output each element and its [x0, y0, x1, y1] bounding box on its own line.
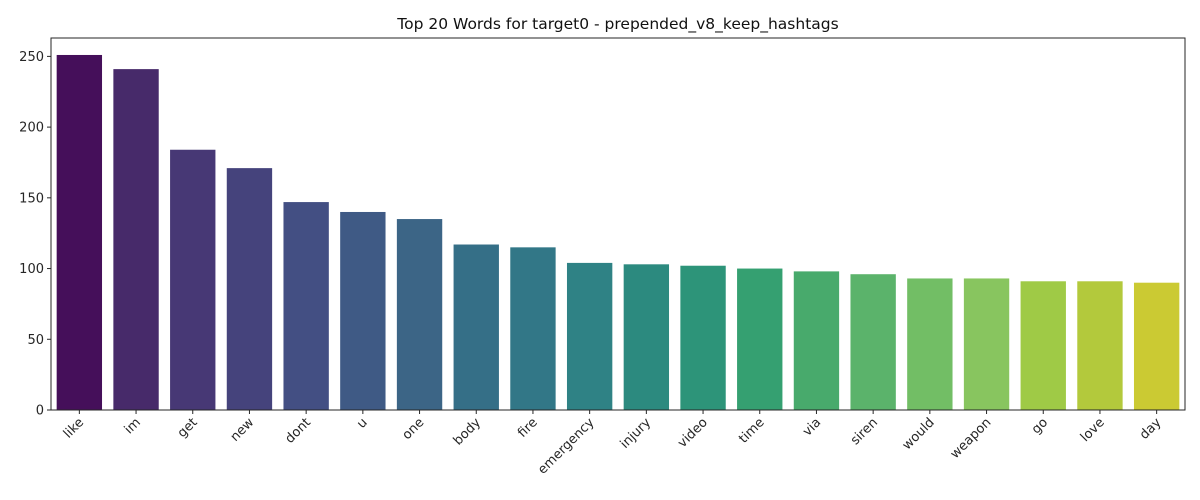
bar-one	[396, 219, 443, 410]
bar-like	[56, 54, 103, 410]
bar-injury	[623, 264, 670, 410]
bar-would	[907, 278, 953, 410]
bar-video	[680, 265, 726, 410]
plot-frame	[50, 37, 1186, 411]
y-tick-label: 50	[27, 333, 44, 348]
x-tick-label: weapon	[948, 415, 995, 462]
bar-u	[340, 211, 386, 410]
x-tick-label: video	[675, 415, 711, 451]
bar-body	[453, 244, 499, 410]
x-tick-label: one	[400, 415, 428, 443]
y-tick-label: 250	[19, 50, 44, 65]
bar-love	[1077, 281, 1123, 410]
x-tick-label: injury	[618, 415, 655, 452]
x-tick-label: emergency	[535, 415, 598, 478]
bars	[56, 54, 1180, 411]
bar-new	[226, 168, 273, 410]
chart-title: Top 20 Words for target0 - prepended_v8_…	[396, 15, 838, 34]
x-tick-label: via	[800, 415, 824, 439]
x-tick-label: love	[1078, 415, 1108, 445]
x-tick-label: fire	[515, 415, 541, 441]
bar-dont	[283, 202, 329, 410]
x-tick-label: day	[1137, 415, 1165, 443]
x-tick-label: dont	[282, 415, 313, 446]
bar-emergency	[566, 262, 613, 410]
x-tick-label: time	[736, 415, 767, 446]
bar-im	[113, 69, 159, 411]
x-tick-label: im	[122, 415, 144, 437]
y-tick-label: 200	[19, 121, 44, 136]
bar-via	[793, 271, 840, 410]
bar-siren	[850, 274, 896, 410]
bar-day	[1133, 282, 1180, 410]
x-tick-label: body	[451, 415, 485, 449]
bar-get	[170, 149, 216, 410]
bar-time	[737, 268, 783, 410]
bar-weapon	[963, 278, 1010, 410]
x-tick-label: u	[354, 415, 370, 431]
y-tick-label: 0	[36, 404, 44, 419]
x-tick-label: new	[228, 415, 258, 445]
y-axis: 0 50 100 150 200 250	[19, 50, 51, 419]
x-tick-label: would	[900, 415, 938, 453]
x-tick-label: get	[175, 415, 201, 441]
bar-go	[1020, 281, 1066, 410]
x-tick-label: go	[1029, 415, 1051, 437]
bar-fire	[510, 247, 556, 410]
x-tick-label: siren	[848, 415, 881, 448]
y-tick-label: 150	[19, 191, 44, 206]
x-tick-label: like	[61, 415, 87, 441]
y-tick-label: 100	[19, 262, 44, 277]
